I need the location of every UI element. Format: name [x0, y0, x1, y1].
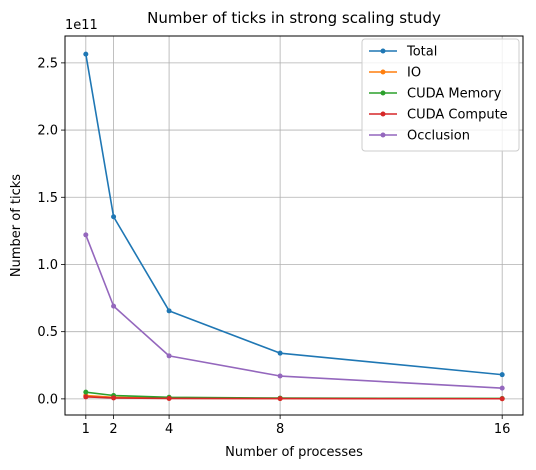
data-point-cuda-compute: [111, 395, 116, 400]
x-tick-label: 8: [276, 422, 284, 437]
legend: Total IO CUDA Memory CUDA Compute Occlusion: [362, 39, 519, 151]
y-tick-label: 1.0: [37, 258, 58, 273]
data-point-total: [278, 351, 283, 356]
data-point-cuda-compute: [500, 396, 505, 401]
x-tick-label: 16: [494, 422, 511, 437]
data-point-cuda-compute: [278, 396, 283, 401]
data-point-total: [83, 52, 88, 57]
legend-label: CUDA Compute: [407, 108, 508, 123]
data-point-total: [500, 372, 505, 377]
chart-title: Number of ticks in strong scaling study: [147, 9, 441, 27]
legend-swatch-marker: [381, 112, 386, 117]
legend-swatch-marker: [381, 133, 386, 138]
data-point-total: [167, 308, 172, 313]
data-point-occlusion: [83, 232, 88, 237]
y-tick-label: 0.0: [37, 392, 58, 407]
x-tick-label: 1: [82, 422, 90, 437]
data-point-cuda-memory: [83, 390, 88, 395]
data-point-occlusion: [167, 353, 172, 358]
legend-label: CUDA Memory: [407, 87, 502, 102]
x-axis-label: Number of processes: [225, 445, 363, 460]
y-tick-label: 1.5: [37, 191, 58, 206]
legend-swatch-marker: [381, 91, 386, 96]
y-tick-label: 0.5: [37, 325, 58, 340]
legend-label: IO: [407, 66, 421, 81]
data-point-occlusion: [500, 386, 505, 391]
data-point-occlusion: [111, 304, 116, 309]
y-axis-offset-label: 1e11: [65, 18, 98, 33]
x-tick-label: 4: [165, 422, 173, 437]
legend-label: Total: [406, 45, 437, 60]
legend-swatch-marker: [381, 70, 386, 75]
y-tick-label: 2.0: [37, 124, 58, 139]
data-point-cuda-compute: [167, 396, 172, 401]
y-tick-label: 2.5: [37, 56, 58, 71]
y-axis-label: Number of ticks: [9, 174, 24, 277]
legend-swatch-marker: [381, 49, 386, 54]
x-tick-label: 2: [109, 422, 117, 437]
legend-label: Occlusion: [407, 129, 470, 144]
data-point-cuda-compute: [83, 394, 88, 399]
data-point-total: [111, 214, 116, 219]
data-point-occlusion: [278, 374, 283, 379]
